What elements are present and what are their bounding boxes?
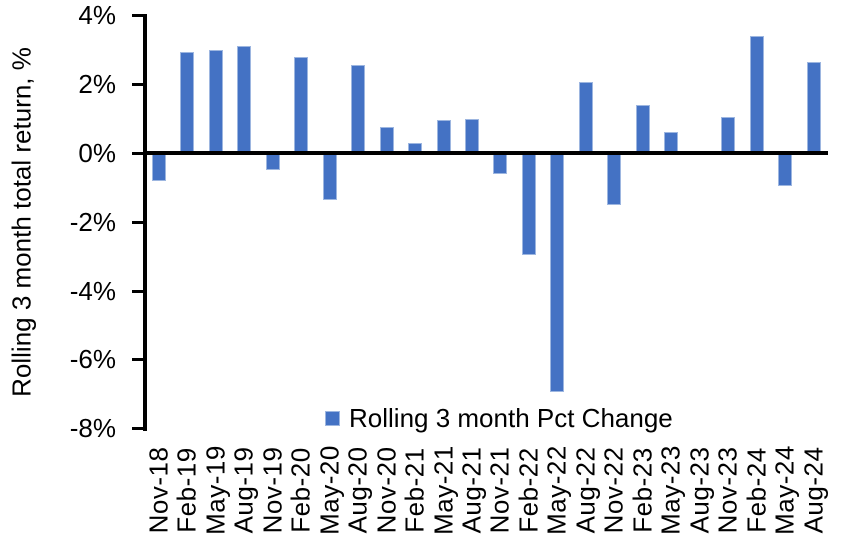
- bar: [607, 153, 622, 205]
- bar: [806, 61, 821, 155]
- bar: [208, 49, 223, 155]
- bar: [778, 153, 793, 186]
- y-tick-label: 0%: [78, 138, 116, 168]
- x-tick-label: Aug-21: [456, 446, 487, 534]
- x-tick-label: Feb-22: [513, 447, 544, 533]
- x-tick-label: Feb-19: [171, 447, 202, 533]
- x-tick-label: Aug-23: [684, 446, 715, 534]
- bar: [578, 82, 593, 155]
- bar: [749, 36, 764, 155]
- x-tick-label: May-19: [200, 445, 231, 535]
- legend-label: Rolling 3 month Pct Change: [349, 403, 673, 433]
- x-tick-label: Aug-19: [228, 446, 259, 534]
- x-tick-label: May-24: [769, 445, 800, 535]
- y-tick: [132, 358, 145, 362]
- y-tick: [132, 289, 145, 293]
- zero-line: [143, 151, 828, 155]
- bar: [635, 104, 650, 155]
- x-tick-label: Nov-21: [484, 446, 515, 534]
- bar: [521, 153, 536, 255]
- x-tick-label: Feb-20: [285, 447, 316, 533]
- x-tick-label: Nov-18: [143, 446, 174, 534]
- legend: Rolling 3 month Pct Change: [325, 403, 673, 433]
- y-tick-label: -6%: [69, 344, 116, 375]
- bar: [550, 153, 565, 393]
- x-tick-label: May-21: [428, 445, 458, 535]
- y-tick-label: 2%: [78, 69, 116, 100]
- y-axis-line: [143, 14, 147, 431]
- x-tick-label: Feb-23: [627, 447, 658, 533]
- y-tick: [132, 220, 145, 224]
- bar: [721, 116, 736, 155]
- y-tick-label: -4%: [69, 275, 116, 306]
- bar: [436, 120, 451, 155]
- bar: [493, 153, 508, 174]
- x-tick-label: Feb-24: [741, 447, 772, 533]
- x-tick-label: May-23: [655, 445, 686, 535]
- x-tick-label: Feb-21: [399, 447, 430, 533]
- bar: [351, 65, 366, 155]
- bar: [322, 153, 337, 200]
- y-tick: [132, 14, 145, 18]
- x-tick-label: Nov-22: [598, 446, 629, 534]
- y-tick-label: -2%: [69, 206, 116, 237]
- x-tick-label: Aug-24: [798, 446, 829, 534]
- bar: [180, 51, 195, 155]
- bar: [265, 153, 280, 171]
- bar: [464, 118, 479, 155]
- bar: [294, 56, 309, 155]
- y-tick-label: 4%: [78, 0, 116, 31]
- bar: [237, 46, 252, 155]
- y-tick-label: -8%: [69, 413, 116, 444]
- bar: [151, 153, 166, 181]
- legend-marker-square: [325, 410, 340, 426]
- x-tick-label: Nov-20: [371, 446, 402, 534]
- x-tick-label: Nov-19: [257, 446, 288, 534]
- y-tick: [132, 83, 145, 87]
- x-tick-label: May-22: [541, 445, 572, 535]
- y-tick: [132, 427, 145, 431]
- x-tick-label: Aug-22: [570, 446, 601, 534]
- x-tick-label: Nov-23: [712, 446, 743, 534]
- x-tick-label: May-20: [314, 445, 345, 535]
- y-tick: [132, 152, 145, 155]
- x-tick-label: Aug-20: [342, 446, 373, 534]
